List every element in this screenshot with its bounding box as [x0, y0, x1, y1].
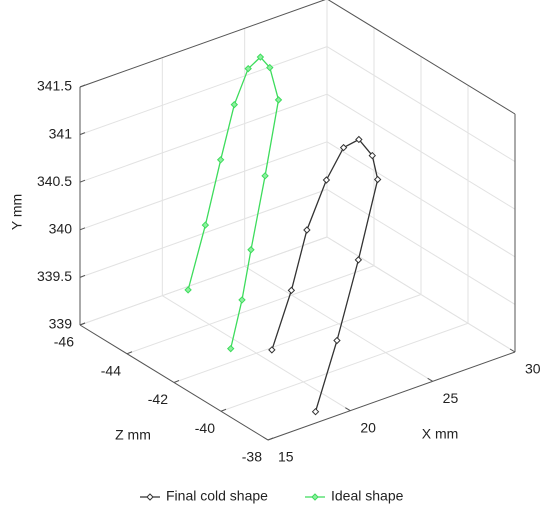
data-marker — [216, 156, 225, 164]
grid-line — [79, 236, 328, 326]
z-tick-label: -38 — [242, 449, 262, 465]
data-line — [187, 56, 280, 349]
z-tick-label: -46 — [54, 334, 74, 350]
data-marker — [274, 96, 283, 104]
x-tick-label: 25 — [443, 390, 459, 406]
data-marker — [355, 135, 363, 144]
y-tick-label: 340.5 — [37, 173, 72, 189]
box-edge — [79, 0, 326, 88]
data-marker — [333, 336, 341, 345]
grid-line — [220, 322, 469, 412]
grid-line — [326, 46, 516, 163]
legend-label: Ideal shape — [331, 488, 404, 504]
box-edge — [327, 0, 516, 115]
data-marker — [230, 100, 238, 109]
data-marker — [261, 172, 269, 180]
box-edge — [267, 351, 516, 441]
legend-marker — [146, 493, 154, 501]
grid-line — [326, 236, 516, 353]
data-marker — [322, 176, 331, 184]
data-marker — [303, 226, 311, 234]
z-tick-label: -40 — [195, 420, 215, 436]
tick-mark — [79, 179, 86, 183]
y-tick-label: 339 — [49, 316, 73, 332]
z-tick-label: -42 — [148, 391, 168, 407]
grid-line — [173, 294, 422, 383]
grid-line — [79, 141, 328, 231]
grid-line — [79, 93, 328, 183]
tick-mark — [79, 274, 86, 278]
tick-mark — [173, 380, 180, 383]
y-tick-label: 339.5 — [37, 268, 72, 284]
tick-mark — [262, 436, 269, 441]
y-tick-label: 340 — [49, 221, 73, 237]
data-marker — [266, 63, 274, 72]
tick-mark — [267, 437, 274, 441]
data-marker — [238, 296, 246, 304]
tick-mark — [79, 132, 86, 136]
x-tick-label: 20 — [360, 419, 376, 435]
tick-mark — [220, 408, 227, 412]
data-marker — [184, 286, 192, 294]
x-axis-label: X mm — [422, 426, 459, 442]
z-axis-label: Z mm — [115, 427, 151, 443]
tick-mark — [79, 322, 86, 326]
tick-mark — [427, 377, 433, 382]
x-tick-label: 15 — [278, 449, 294, 465]
z-tick-label: -44 — [101, 362, 121, 378]
y-tick-label: 341 — [49, 125, 73, 141]
tick-mark — [79, 227, 86, 231]
tick-mark — [345, 407, 351, 412]
data-marker — [226, 344, 235, 353]
legend-marker — [311, 493, 319, 501]
grid-line — [126, 265, 375, 355]
tick-mark — [126, 351, 133, 355]
grid-line — [79, 46, 328, 136]
grid-line — [326, 141, 516, 258]
data-marker — [201, 221, 210, 229]
legend-label: Final cold shape — [166, 488, 268, 504]
data-marker — [247, 246, 255, 254]
data-marker — [256, 53, 265, 61]
tick-mark — [79, 84, 86, 88]
data-marker — [244, 64, 252, 73]
y-axis-label: Y mm — [9, 194, 25, 230]
data-marker — [311, 407, 320, 416]
y-tick-label: 341.5 — [37, 78, 72, 94]
data-marker — [368, 151, 376, 160]
grid-line — [326, 93, 516, 210]
data-marker — [268, 346, 276, 354]
grid-line — [326, 188, 516, 305]
tick-mark — [509, 348, 516, 353]
data-marker — [373, 175, 382, 184]
x-tick-label: 30 — [525, 361, 541, 377]
data-marker — [287, 286, 296, 295]
data-marker — [354, 256, 363, 264]
data-marker — [339, 143, 348, 152]
